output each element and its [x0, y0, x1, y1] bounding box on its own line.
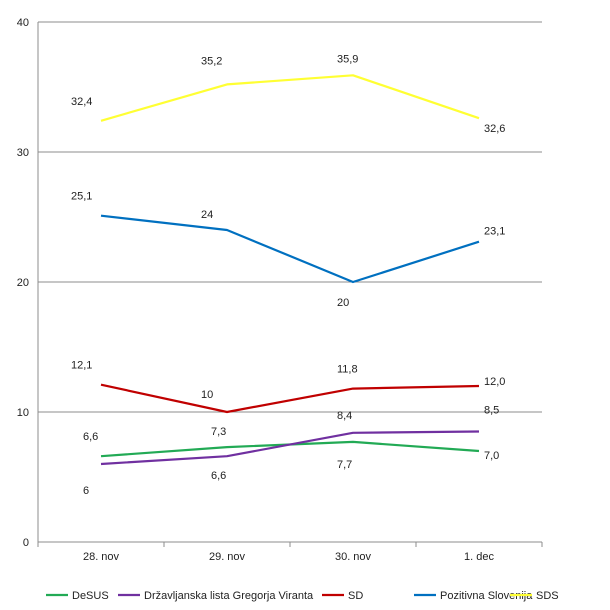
legend-label: DeSUS — [72, 590, 109, 602]
series-line — [100, 214, 480, 284]
data-label: 7,3 — [211, 426, 226, 438]
data-label: 20 — [337, 297, 349, 309]
x-tick-label: 30. nov — [335, 551, 372, 563]
data-label: 32,6 — [484, 123, 505, 135]
x-tick-label: 28. nov — [83, 551, 120, 563]
legend-label: SD — [348, 590, 363, 602]
data-label: 25,1 — [71, 191, 92, 203]
legend: DeSUS Državljanska lista Gregorja Viranta… — [46, 590, 559, 602]
data-label: 12,0 — [484, 376, 505, 388]
series-line — [100, 430, 480, 466]
data-label: 6 — [83, 485, 89, 497]
data-label: 24 — [201, 209, 213, 221]
data-label: 23,1 — [484, 226, 505, 238]
y-tick-label: 20 — [17, 277, 29, 289]
data-label: 7,0 — [484, 450, 499, 462]
data-label: 35,9 — [337, 53, 358, 65]
grid — [38, 21, 542, 413]
data-label: 32,4 — [71, 96, 92, 108]
x-tick-label: 29. nov — [209, 551, 246, 563]
series-line — [100, 74, 480, 122]
x-tick-label: 1. dec — [464, 551, 494, 563]
data-label: 10 — [201, 389, 213, 401]
legend-label: Pozitivna Slovenija — [440, 590, 533, 602]
legend-label: Državljanska lista Gregorja Viranta — [144, 590, 314, 602]
data-label: 6,6 — [83, 431, 98, 443]
data-label: 11,8 — [337, 364, 358, 376]
y-tick-label: 40 — [17, 17, 29, 29]
data-label: 12,1 — [71, 360, 92, 372]
legend-label: SDS — [536, 590, 559, 602]
y-tick-label: 30 — [17, 147, 29, 159]
series-line — [100, 383, 480, 414]
data-label: 35,2 — [201, 55, 222, 67]
data-label: 8,4 — [337, 410, 352, 422]
data-labels: 6,6 7,3 7,7 7,0 6 6,6 8,4 8,5 12,1 10 11,8 12,0 25,1… — [71, 53, 505, 497]
data-label: 7,7 — [337, 459, 352, 471]
y-tick-label: 10 — [17, 407, 29, 419]
axes: 0 10 20 30 40 28. nov 29. nov 30. nov 1. dec — [17, 17, 543, 563]
series-lines — [100, 74, 480, 466]
data-label: 8,5 — [484, 405, 499, 417]
data-label: 6,6 — [211, 470, 226, 482]
y-tick-label: 0 — [23, 537, 29, 549]
